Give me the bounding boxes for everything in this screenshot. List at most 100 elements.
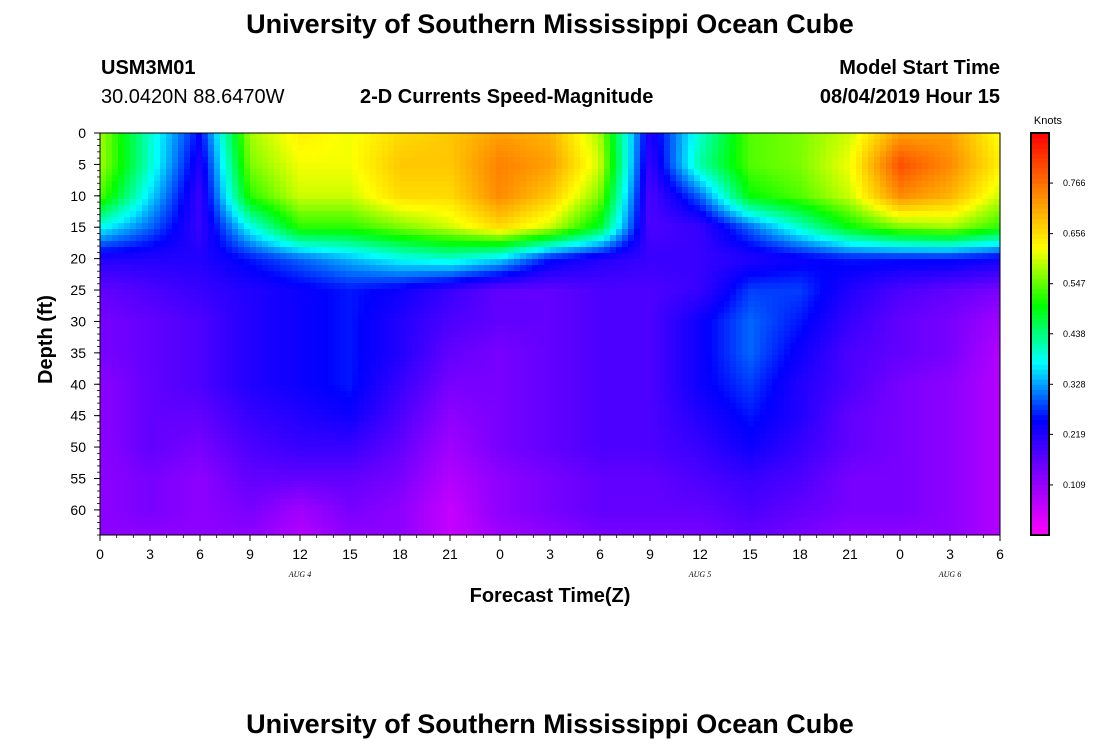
heatmap-cell: [178, 211, 185, 218]
heatmap-cell: [568, 271, 575, 278]
heatmap-cell: [688, 265, 695, 272]
heatmap-cell: [778, 265, 785, 272]
heatmap-cell: [676, 205, 683, 212]
heatmap-cell: [142, 235, 149, 242]
heatmap-cell: [670, 235, 677, 242]
heatmap-cell: [370, 151, 377, 158]
heatmap-cell: [454, 307, 461, 314]
heatmap-cell: [358, 139, 365, 146]
heatmap-cell: [988, 271, 995, 278]
heatmap-cell: [688, 205, 695, 212]
heatmap-cell: [256, 205, 263, 212]
heatmap-cell: [976, 307, 983, 314]
heatmap-cell: [760, 283, 767, 290]
heatmap-cell: [370, 205, 377, 212]
heatmap-cell: [442, 139, 449, 146]
heatmap-cell: [544, 247, 551, 254]
heatmap-cell: [958, 265, 965, 272]
heatmap-cell: [394, 313, 401, 320]
heatmap-cell: [544, 163, 551, 170]
heatmap-cell: [688, 301, 695, 308]
heatmap-cell: [520, 223, 527, 230]
heatmap-cell: [604, 319, 611, 326]
heatmap-cell: [580, 187, 587, 194]
heatmap-cell: [148, 205, 155, 212]
heatmap-cell: [988, 265, 995, 272]
heatmap-cell: [874, 187, 881, 194]
heatmap-cell: [160, 235, 167, 242]
heatmap-cell: [520, 169, 527, 176]
heatmap-cell: [136, 199, 143, 206]
heatmap-cell: [532, 301, 539, 308]
heatmap-cell: [670, 271, 677, 278]
heatmap-cell: [106, 271, 113, 278]
heatmap-cell: [400, 241, 407, 248]
heatmap-cell: [478, 145, 485, 152]
heatmap-cell: [784, 205, 791, 212]
heatmap-cell: [106, 235, 113, 242]
heatmap-cell: [634, 229, 641, 236]
heatmap-cell: [280, 133, 287, 140]
heatmap-cell: [862, 205, 869, 212]
heatmap-cell: [304, 307, 311, 314]
heatmap-cell: [580, 259, 587, 266]
heatmap-cell: [214, 229, 221, 236]
heatmap-cell: [256, 181, 263, 188]
heatmap-cell: [892, 181, 899, 188]
heatmap-cell: [628, 253, 635, 260]
heatmap-cell: [412, 223, 419, 230]
heatmap-cell: [832, 271, 839, 278]
heatmap-cell: [346, 241, 353, 248]
heatmap-cell: [910, 145, 917, 152]
heatmap-cell: [670, 187, 677, 194]
heatmap-cell: [214, 157, 221, 164]
heatmap-cell: [184, 295, 191, 302]
heatmap-cell: [658, 295, 665, 302]
heatmap-cell: [280, 313, 287, 320]
heatmap-cell: [610, 277, 617, 284]
heatmap-cell: [682, 163, 689, 170]
heatmap-cell: [238, 253, 245, 260]
heatmap-cell: [688, 253, 695, 260]
heatmap-cell: [982, 151, 989, 158]
heatmap-cell: [436, 313, 443, 320]
heatmap-cell: [628, 133, 635, 140]
heatmap-cell: [634, 133, 641, 140]
heatmap-cell: [118, 313, 125, 320]
heatmap-cell: [298, 199, 305, 206]
heatmap-cell: [616, 307, 623, 314]
heatmap-cell: [796, 325, 803, 332]
heatmap-cell: [964, 139, 971, 146]
heatmap-cell: [214, 253, 221, 260]
heatmap-cell: [910, 211, 917, 218]
heatmap-cell: [190, 253, 197, 260]
heatmap-cell: [244, 205, 251, 212]
heatmap-cell: [166, 151, 173, 158]
heatmap-cell: [838, 157, 845, 164]
heatmap-cell: [190, 133, 197, 140]
heatmap-cell: [592, 175, 599, 182]
heatmap-cell: [940, 283, 947, 290]
heatmap-cell: [790, 289, 797, 296]
heatmap-cell: [322, 145, 329, 152]
heatmap-cell: [706, 241, 713, 248]
heatmap-cell: [334, 325, 341, 332]
heatmap-cell: [514, 205, 521, 212]
heatmap-cell: [508, 277, 515, 284]
heatmap-cell: [106, 175, 113, 182]
heatmap-cell: [334, 169, 341, 176]
heatmap-cell: [838, 247, 845, 254]
heatmap-cell: [508, 283, 515, 290]
heatmap-cell: [418, 145, 425, 152]
heatmap-cell: [238, 199, 245, 206]
heatmap-cell: [454, 151, 461, 158]
heatmap-cell: [472, 295, 479, 302]
heatmap-cell: [430, 307, 437, 314]
heatmap-cell: [928, 289, 935, 296]
heatmap-cell: [736, 319, 743, 326]
heatmap-cell: [196, 193, 203, 200]
heatmap-cell: [826, 205, 833, 212]
heatmap-cell: [952, 307, 959, 314]
heatmap-cell: [832, 211, 839, 218]
heatmap-cell: [952, 181, 959, 188]
